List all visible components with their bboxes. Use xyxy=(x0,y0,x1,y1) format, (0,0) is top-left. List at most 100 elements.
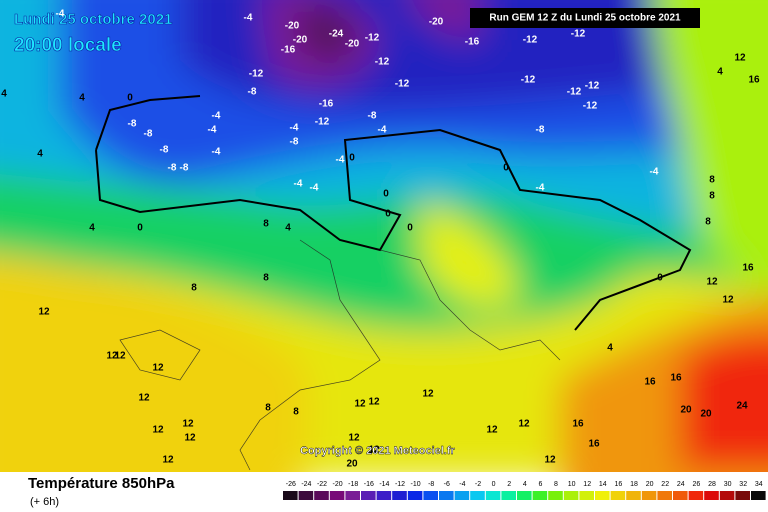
contour-label: -4 xyxy=(310,183,319,194)
footer-title: Température 850hPa xyxy=(28,475,175,492)
contour-label: 8 xyxy=(191,283,197,294)
scale-tick-label: 2 xyxy=(507,481,511,488)
scale-swatch xyxy=(595,491,610,500)
contour-label: -12 xyxy=(375,57,390,68)
coastlines xyxy=(119,239,561,471)
contour-label: -16 xyxy=(465,37,480,48)
contour-label: 4 xyxy=(607,343,613,354)
scale-swatch xyxy=(688,491,704,500)
scale-tick-label: -10 xyxy=(411,481,421,488)
scale-tick-label: -24 xyxy=(301,481,311,488)
contour-label: -4 xyxy=(650,167,659,178)
contour-label: 8 xyxy=(709,191,715,202)
contour-label: -4 xyxy=(536,183,545,194)
contour-label: 12 xyxy=(106,351,118,362)
contour-label: 0 xyxy=(383,189,389,200)
contour-label: -4 xyxy=(244,13,253,24)
contour-label: 16 xyxy=(588,439,600,450)
contour-label: 4 xyxy=(717,67,723,78)
scale-tick-label: 30 xyxy=(724,481,732,488)
contour-label: -12 xyxy=(365,33,380,44)
scale-swatch xyxy=(501,491,516,500)
scale-tick-label: -14 xyxy=(379,481,389,488)
contour-label: -8 xyxy=(168,163,177,174)
contour-label: 4 xyxy=(37,149,43,160)
scale-swatch xyxy=(657,491,672,500)
contour-label: -8 xyxy=(368,111,377,122)
contour-label: 12 xyxy=(152,425,164,436)
contour-label: 8 xyxy=(263,273,269,284)
scale-swatch xyxy=(719,491,735,500)
scale-tick-label: 32 xyxy=(739,481,747,488)
contour-label: 4 xyxy=(285,223,291,234)
contour-label: -8 xyxy=(290,137,299,148)
scale-swatch xyxy=(283,491,298,500)
contour-label: 12 xyxy=(354,399,366,410)
run-label: Run GEM 12 Z du Lundi 25 octobre 2021 xyxy=(489,13,681,24)
contour-label: -24 xyxy=(329,29,344,40)
contour-label: -8 xyxy=(536,125,545,136)
contour-label: -4 xyxy=(208,125,217,136)
scale-swatch xyxy=(454,491,470,500)
scale-swatch xyxy=(563,491,579,500)
scale-swatch xyxy=(579,491,594,500)
contour-label: -8 xyxy=(128,119,137,130)
contour-label: 16 xyxy=(644,377,656,388)
contour-label: 0 xyxy=(407,223,413,234)
color-scale: -26 -24 -22 -20 -18 -16 -14 -12 -10 -8 -6 -4 -2 0 2 4 6 8… xyxy=(283,481,766,500)
scale-swatch xyxy=(376,491,392,500)
contour-label: -12 xyxy=(585,81,600,92)
contour-label: 12 xyxy=(162,455,174,466)
date-label: Lundi 25 octobre 2021 xyxy=(14,11,172,28)
contour-label: -12 xyxy=(249,69,264,80)
scale-swatch xyxy=(439,491,454,500)
scale-swatch xyxy=(532,491,548,500)
contour-label: -16 xyxy=(281,45,296,56)
scale-tick-label: -16 xyxy=(364,481,374,488)
contour-label: 0 xyxy=(657,273,663,284)
contour-label: 0 xyxy=(349,153,355,164)
contour-label: 12 xyxy=(152,363,164,374)
scale-tick-label: -26 xyxy=(286,481,296,488)
contour-labels: -20-24-20 -20-12-16-12-8-16-12-8-12-12-20… xyxy=(1,9,760,470)
contour-label: -20 xyxy=(345,39,360,50)
footer-subtitle: (+ 6h) xyxy=(30,496,59,508)
contour-label: -16 xyxy=(319,99,334,110)
contour-label: -4 xyxy=(56,9,65,20)
contour-label: 20 xyxy=(346,459,358,470)
contour-label: 8 xyxy=(265,403,271,414)
contour-label: -12 xyxy=(571,29,586,40)
scale-swatch xyxy=(345,491,360,500)
scale-tick-label: -4 xyxy=(459,481,465,488)
scale-tick-label: 14 xyxy=(599,481,607,488)
contour-label: 24 xyxy=(736,401,748,412)
contour-label: 12 xyxy=(706,277,718,288)
contour-label: 0 xyxy=(503,163,509,174)
scale-tick-label: 34 xyxy=(755,481,763,488)
contour-label: 12 xyxy=(348,433,360,444)
scale-swatch xyxy=(470,491,485,500)
scale-tick-label: 0 xyxy=(492,481,496,488)
scale-tick-label: 28 xyxy=(708,481,716,488)
scale-swatch xyxy=(361,491,376,500)
scale-tick-label: -22 xyxy=(317,481,327,488)
scale-swatch xyxy=(626,491,641,500)
scale-swatch xyxy=(704,491,719,500)
freezing-contour xyxy=(95,95,692,331)
contour-label: -4 xyxy=(212,111,221,122)
scale-swatch xyxy=(641,491,657,500)
scale-swatch xyxy=(423,491,438,500)
scale-tick-label: 22 xyxy=(661,481,669,488)
contour-label: 20 xyxy=(700,409,712,420)
contour-label: -4 xyxy=(212,147,221,158)
contour-label: 16 xyxy=(748,75,760,86)
contour-label: -20 xyxy=(285,21,300,32)
contour-label: 4 xyxy=(1,89,7,100)
scale-tick-label: 24 xyxy=(677,481,685,488)
contour-label: -12 xyxy=(567,87,582,98)
scale-swatch xyxy=(407,491,423,500)
scale-tick-label: 6 xyxy=(538,481,542,488)
